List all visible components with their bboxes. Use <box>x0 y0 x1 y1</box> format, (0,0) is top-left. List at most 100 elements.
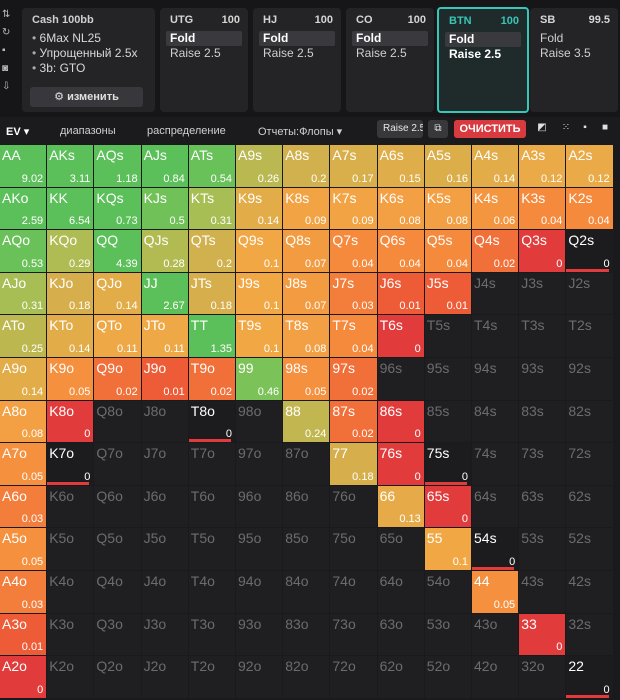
hand-cell-99[interactable]: 99 0.46 <box>236 358 283 400</box>
hand-cell-k9s[interactable]: K9s 0.14 <box>236 187 283 230</box>
hand-cell-54s[interactable]: 54s 0 <box>472 528 519 570</box>
hand-cell-q2s[interactable]: Q2s 0 <box>566 230 613 272</box>
hand-cell-a6s[interactable]: A6s 0.15 <box>377 145 424 187</box>
hand-cell-54o[interactable]: 54o <box>424 571 471 613</box>
hand-cell-j9o[interactable]: J9o 0.01 <box>141 358 188 400</box>
hand-cell-j9s[interactable]: J9s 0.1 <box>236 272 283 315</box>
hand-cell-t8s[interactable]: T8s 0.08 <box>283 315 330 357</box>
hand-cell-a7o[interactable]: A7o 0.05 <box>0 443 47 485</box>
hand-cell-53o[interactable]: 53o <box>424 613 471 656</box>
action-raise-2-5[interactable]: Raise 2.5 <box>170 46 221 60</box>
hand-cell-a4o[interactable]: A4o 0.03 <box>0 571 47 613</box>
hand-cell-kjo[interactable]: KJo 0.18 <box>47 272 94 315</box>
hand-cell-k7s[interactable]: K7s 0.09 <box>330 187 377 230</box>
hand-cell-ats[interactable]: ATs 0.54 <box>188 145 235 187</box>
hand-cell-73o[interactable]: 73o <box>330 613 377 656</box>
hand-cell-86o[interactable]: 86o <box>283 485 330 528</box>
sort-icon[interactable]: ⇅ <box>2 9 11 20</box>
hand-cell-kk[interactable]: KK 6.54 <box>47 187 94 230</box>
hand-cell-q6s[interactable]: Q6s 0.04 <box>377 230 424 272</box>
hand-cell-52o[interactable]: 52o <box>424 656 471 698</box>
hand-cell-52s[interactable]: 52s <box>566 528 613 570</box>
hand-cell-qjs[interactable]: QJs 0.28 <box>141 230 188 272</box>
hand-cell-q3o[interactable]: Q3o <box>94 613 141 656</box>
action-fold[interactable]: Fold <box>166 31 242 46</box>
hand-cell-42s[interactable]: 42s <box>566 571 613 613</box>
hand-cell-85o[interactable]: 85o <box>283 528 330 570</box>
hand-cell-64s[interactable]: 64s <box>472 485 519 528</box>
hand-cell-76o[interactable]: 76o <box>330 485 377 528</box>
copy-icon[interactable]: ⧉ <box>428 120 448 138</box>
position-card-hj[interactable]: HJ 100 Fold Raise 2.5 <box>253 8 341 112</box>
hand-cell-kqs[interactable]: KQs 0.73 <box>94 187 141 230</box>
hand-cell-k2s[interactable]: K2s 0.04 <box>566 187 613 230</box>
hand-cell-j7o[interactable]: J7o <box>141 443 188 485</box>
hand-cell-q7s[interactable]: Q7s 0.04 <box>330 230 377 272</box>
hand-cell-k3o[interactable]: K3o <box>47 613 94 656</box>
hand-cell-95o[interactable]: 95o <box>236 528 283 570</box>
hand-cell-a4s[interactable]: A4s 0.14 <box>472 145 519 187</box>
hand-cell-t5o[interactable]: T5o <box>188 528 235 570</box>
hand-cell-j2o[interactable]: J2o <box>141 656 188 698</box>
hand-cell-q3s[interactable]: Q3s 0 <box>519 230 566 272</box>
hand-cell-j2s[interactable]: J2s <box>566 272 613 315</box>
hand-cell-74s[interactable]: 74s <box>472 443 519 485</box>
save-icon[interactable]: ▪ <box>2 45 6 56</box>
hand-cell-t9o[interactable]: T9o 0.02 <box>188 358 235 400</box>
hand-cell-j8o[interactable]: J8o <box>141 400 188 443</box>
hand-cell-88[interactable]: 88 0.24 <box>283 400 330 443</box>
hand-cell-kts[interactable]: KTs 0.31 <box>188 187 235 230</box>
hand-cell-j8s[interactable]: J8s 0.07 <box>283 272 330 315</box>
hand-cell-85s[interactable]: 85s <box>424 400 471 443</box>
hand-cell-q9o[interactable]: Q9o 0.02 <box>94 358 141 400</box>
grid-large-icon[interactable]: ■ <box>601 122 609 133</box>
hand-cell-k7o[interactable]: K7o 0 <box>47 443 94 485</box>
hand-cell-97s[interactable]: 97s 0.02 <box>330 358 377 400</box>
hand-cell-a9o[interactable]: A9o 0.14 <box>0 358 47 400</box>
hand-cell-t4o[interactable]: T4o <box>188 571 235 613</box>
hand-cell-j4o[interactable]: J4o <box>141 571 188 613</box>
hand-cell-72o[interactable]: 72o <box>330 656 377 698</box>
hand-cell-a3o[interactable]: A3o 0.01 <box>0 613 47 656</box>
hand-cell-q6o[interactable]: Q6o <box>94 485 141 528</box>
raise-filter-chip[interactable]: Raise 2.5 <box>377 120 423 138</box>
hand-cell-q4s[interactable]: Q4s 0.02 <box>472 230 519 272</box>
hand-cell-95s[interactable]: 95s <box>424 358 471 400</box>
hand-cell-94o[interactable]: 94o <box>236 571 283 613</box>
hand-cell-t6s[interactable]: T6s 0 <box>377 315 424 357</box>
hand-cell-jto[interactable]: JTo 0.11 <box>141 315 188 357</box>
hand-cell-72s[interactable]: 72s <box>566 443 613 485</box>
hand-cell-74o[interactable]: 74o <box>330 571 377 613</box>
hand-cell-94s[interactable]: 94s <box>472 358 519 400</box>
hand-cell-k2o[interactable]: K2o <box>47 656 94 698</box>
hand-cell-96o[interactable]: 96o <box>236 485 283 528</box>
hand-cell-j5o[interactable]: J5o <box>141 528 188 570</box>
hand-cell-92s[interactable]: 92s <box>566 358 613 400</box>
action-fold[interactable]: Fold <box>540 31 564 45</box>
hand-cell-86s[interactable]: 86s 0 <box>377 400 424 443</box>
hand-cell-t8o[interactable]: T8o 0 <box>188 400 235 443</box>
hand-cell-t3o[interactable]: T3o <box>188 613 235 656</box>
hand-cell-83s[interactable]: 83s <box>519 400 566 443</box>
hand-cell-62s[interactable]: 62s <box>566 485 613 528</box>
hand-cell-84o[interactable]: 84o <box>283 571 330 613</box>
contrast-icon[interactable]: ◩ <box>537 122 547 133</box>
hand-cell-k9o[interactable]: K9o 0.05 <box>47 358 94 400</box>
hand-cell-t3s[interactable]: T3s <box>519 315 566 357</box>
hand-cell-32s[interactable]: 32s <box>566 613 613 656</box>
hand-cell-87o[interactable]: 87o <box>283 443 330 485</box>
hand-cell-65s[interactable]: 65s 0 <box>424 485 471 528</box>
hand-cell-42o[interactable]: 42o <box>472 656 519 698</box>
hand-cell-jj[interactable]: JJ 2.67 <box>141 272 188 315</box>
hand-cell-q8o[interactable]: Q8o <box>94 400 141 443</box>
hand-cell-k4o[interactable]: K4o <box>47 571 94 613</box>
hand-cell-55[interactable]: 55 0.1 <box>424 528 471 570</box>
hand-cell-jts[interactable]: JTs 0.18 <box>188 272 235 315</box>
hand-cell-ako[interactable]: AKo 2.59 <box>0 187 47 230</box>
hand-cell-a9s[interactable]: A9s 0.26 <box>236 145 283 187</box>
action-raise-2-5[interactable]: Raise 2.5 <box>449 47 502 61</box>
hand-cell-64o[interactable]: 64o <box>377 571 424 613</box>
reports-dropdown[interactable]: Отчеты:Флопы ▾ <box>258 126 343 138</box>
hand-cell-q5s[interactable]: Q5s 0.04 <box>424 230 471 272</box>
hand-cell-q5o[interactable]: Q5o <box>94 528 141 570</box>
